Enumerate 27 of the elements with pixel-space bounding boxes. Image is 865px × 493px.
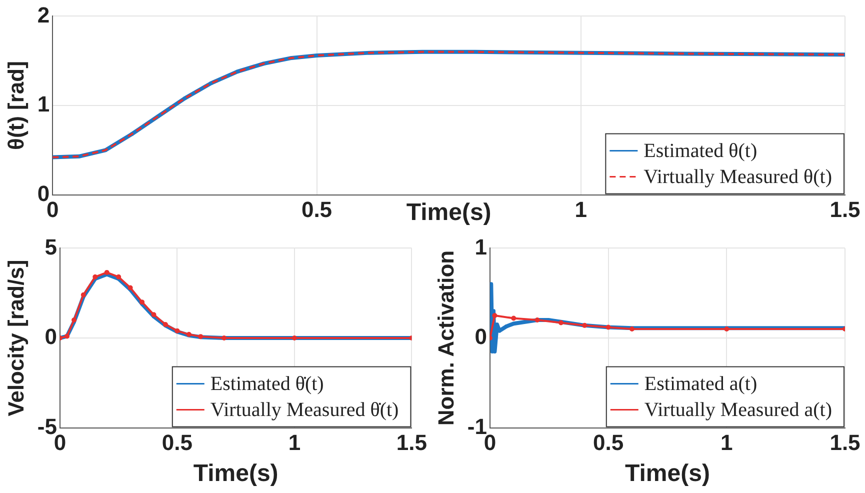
y-tick-label: 2 [37,2,50,28]
y-axis-title: Velocity [rad/s] [3,260,28,416]
x-tick-label: 1.5 [830,430,860,456]
y-tick-label: 1 [474,234,487,260]
legend-label: Estimated θ̇(t) [210,373,324,396]
x-axis-title: Time(s) [406,199,492,226]
x-axis-title: Time(s) [193,460,278,488]
legend-label: Virtually Measured θ(t) [644,166,832,188]
legend-label: Virtually Measured a(t) [644,399,832,422]
x-tick-label: 1 [288,430,301,456]
legend-label: Estimated θ(t) [644,140,758,162]
x-tick-label: 1 [574,197,588,222]
y-tick-label: 0 [44,324,57,350]
legend-label: Estimated a(t) [644,373,758,396]
x-tick-label: 1.5 [396,430,428,456]
x-tick-label: 1.5 [830,197,860,222]
x-tick-label: 0.5 [593,430,624,456]
y-axis-title: Norm. Activation [433,250,458,426]
y-tick-label: 1 [37,92,50,117]
legend-label: Virtually Measured θ̇(t) [210,399,399,422]
x-tick-label: 0.5 [162,430,193,456]
y-axis-title: θ(t) [rad] [3,61,28,150]
x-tick-label: 1 [720,430,733,456]
x-tick-label: 0.5 [301,197,332,222]
y-tick-label: 5 [44,234,57,260]
y-tick-label: 0 [474,324,487,350]
x-axis-title: Time(s) [625,460,710,488]
